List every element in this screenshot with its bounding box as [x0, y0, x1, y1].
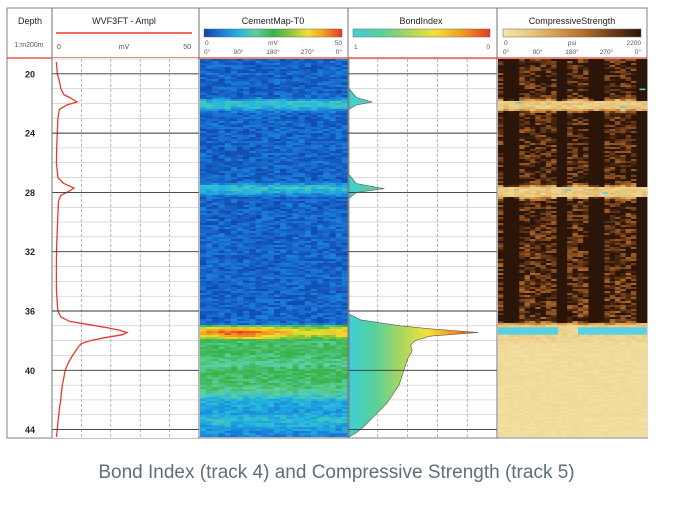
compressive-strength-marker — [578, 327, 647, 335]
azimuth-label: 0° — [204, 48, 211, 56]
amplitude-curve — [55, 61, 129, 438]
cementmap-image — [200, 59, 349, 438]
track1-scale-min: 0 — [57, 44, 61, 51]
track2-unit: mV — [268, 40, 278, 47]
track2-title: CementMap-T0 — [242, 16, 305, 26]
track3-scale-min: 1 — [354, 44, 358, 51]
compressive-strength-image — [498, 59, 648, 438]
azimuth-label: 0° — [336, 48, 343, 56]
track4-colorbar — [502, 28, 642, 38]
track3-title: BondIndex — [399, 16, 443, 26]
bond-index-profile — [348, 59, 479, 438]
well-log-chart: Depth 1:m200m WVF3FT - Ampl 0 mV 50 Ceme… — [6, 7, 648, 439]
track1-unit: mV — [119, 44, 130, 51]
azimuth-label: 0° — [503, 48, 510, 56]
track1-scale-max: 50 — [183, 44, 191, 51]
depth-tick-label: 40 — [25, 366, 35, 376]
track4-title: CompressiveStrength — [529, 16, 616, 26]
depth-tick-label: 28 — [25, 188, 35, 198]
azimuth-label: 90° — [533, 48, 543, 56]
track2-colorbar — [203, 28, 343, 38]
track4-scale-max: 2200 — [627, 40, 642, 47]
depth-tick-label: 32 — [25, 247, 35, 257]
azimuth-label: 270° — [301, 48, 315, 56]
track2-scale-min: 0 — [205, 40, 209, 47]
track4-header: CompressiveStrength 0 psi 2200 0° 90° 180°… — [502, 16, 642, 56]
depth-title: Depth — [18, 16, 42, 26]
azimuth-label: 270° — [600, 48, 614, 56]
azimuth-label: 0° — [635, 48, 642, 56]
depth-scale: 1:m200m — [14, 42, 43, 49]
compressive-strength-marker — [498, 327, 558, 335]
track3-scale-max: 0 — [486, 44, 490, 51]
track4-scale-min: 0 — [504, 40, 508, 47]
azimuth-label: 180° — [565, 48, 579, 56]
track2-header: CementMap-T0 0 mV 50 0° 90° 180° 270° 0° — [203, 16, 343, 56]
depth-tick-label: 36 — [25, 307, 35, 317]
track3-header: BondIndex 1 0 — [352, 16, 491, 51]
azimuth-label: 90° — [234, 48, 244, 56]
depth-tick-label: 44 — [25, 425, 35, 435]
track1-title: WVF3FT - Ampl — [92, 16, 156, 26]
track2-scale-max: 50 — [335, 40, 343, 47]
figure-caption: Bond Index (track 4) and Compressive Str… — [98, 462, 575, 483]
depth-tick-label: 20 — [25, 69, 35, 79]
track4-unit: psi — [568, 40, 576, 47]
depth-tick-label: 24 — [25, 129, 35, 139]
azimuth-label: 180° — [266, 48, 280, 56]
track3-colorbar — [352, 28, 491, 38]
depth-track-header: Depth 1:m200m — [14, 16, 43, 49]
track1-header: WVF3FT - Ampl 0 mV 50 — [56, 16, 192, 51]
